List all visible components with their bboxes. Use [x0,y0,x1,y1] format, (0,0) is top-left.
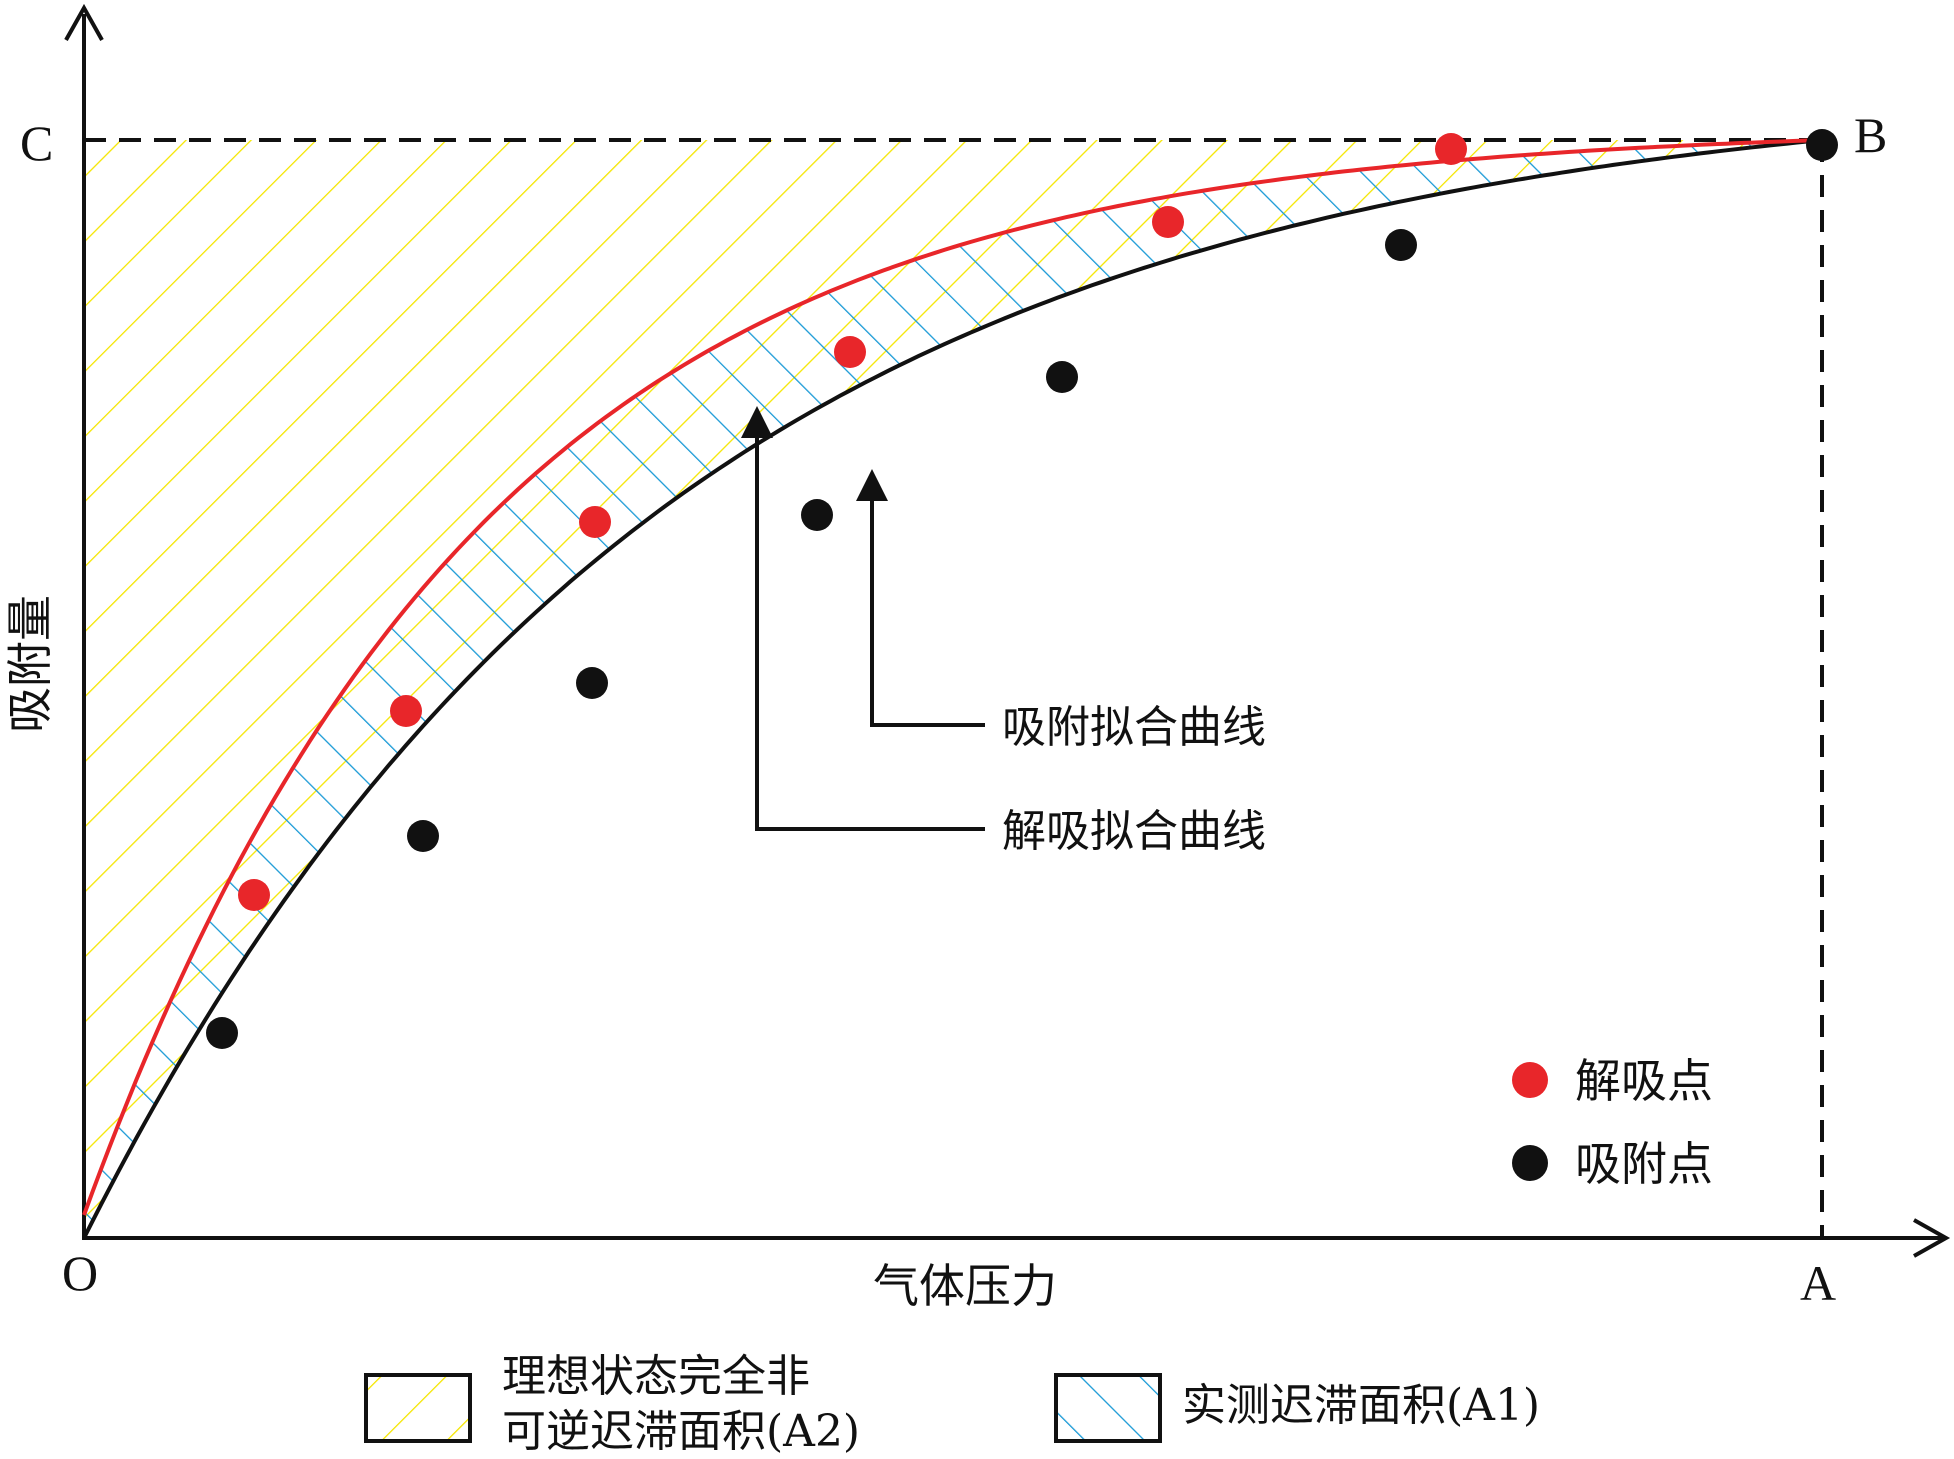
adsorption-point [1046,361,1078,393]
desorption-point [579,506,611,538]
adsorption-point [1806,129,1838,161]
legend-desorption-marker [1512,1062,1548,1098]
y-axis-arrow [64,3,104,41]
legend-adsorption-marker [1512,1145,1548,1181]
adsorption-point [1385,229,1417,261]
adsorption-curve-label: 吸附拟合曲线 [1002,702,1266,753]
desorption-points [238,133,1467,911]
adsorption-point [801,499,833,531]
desorption-point [1152,206,1184,238]
point-legend: 解吸点 吸附点 [1512,1054,1713,1191]
legend-ideal-label-line1: 理想状态完全非 [502,1351,810,1402]
point-label-origin: O [62,1245,98,1301]
legend-ideal-label-line2: 可逆迟滞面积(A2) [502,1406,860,1457]
legend-measured-swatch [1054,1373,1162,1443]
desorption-point [238,879,270,911]
adsorption-points [206,129,1838,1049]
desorption-point [834,336,866,368]
legend-ideal-swatch [364,1373,472,1443]
desorption-point [1435,133,1467,165]
desorption-curve-label: 解吸拟合曲线 [1002,806,1266,857]
desorption-curve-pointer [741,406,985,831]
desorption-point [390,695,422,727]
adsorption-point [407,820,439,852]
legend-measured-label: 实测迟滞面积(A1) [1182,1380,1540,1431]
x-axis-arrow [1913,1218,1951,1258]
desorption-fit-curve [82,138,1823,1216]
point-label-a: A [1800,1255,1836,1311]
adsorption-curve-pointer [856,469,985,727]
legend-desorption-label: 解吸点 [1575,1054,1713,1108]
legend-adsorption-label: 吸附点 [1575,1137,1713,1191]
point-label-b: B [1854,107,1887,163]
adsorption-point [576,667,608,699]
y-axis-title: 吸附量 [3,595,57,733]
adsorption-point [206,1017,238,1049]
adsorption-fit-curve [82,138,1823,1239]
area-legend: 理想状态完全非 可逆迟滞面积(A2) 实测迟滞面积(A1) [364,1351,1540,1457]
point-label-c: C [20,115,53,171]
x-axis-title: 气体压力 [873,1259,1057,1313]
